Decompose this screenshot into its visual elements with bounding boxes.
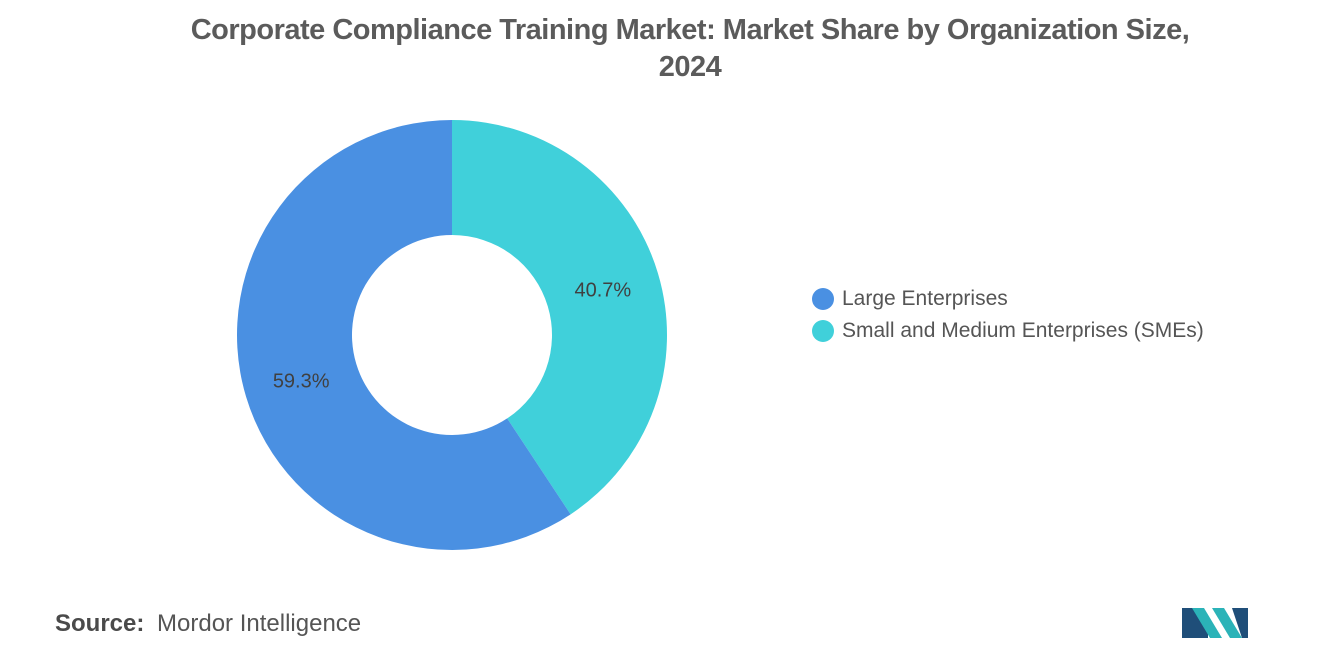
chart-title-line-1: Corporate Compliance Training Market: Ma… (190, 14, 1190, 46)
legend-label-smes: Small and Medium Enterprises (SMEs) (842, 319, 1204, 342)
slice-smes[interactable] (452, 120, 667, 515)
data-label-smes: 40.7% (574, 280, 631, 302)
slice-large-enterprises[interactable] (236, 120, 571, 550)
source-note: Source: Mordor Intelligence (55, 610, 361, 638)
legend-label-large-enterprises: Large Enterprises (842, 287, 1008, 310)
data-label-large-enterprises: 59.3% (273, 370, 330, 392)
chart-title: Corporate Compliance Training Market: Ma… (100, 12, 1280, 86)
legend-swatch-smes (812, 320, 834, 342)
chart-legend: Large Enterprises Small and Medium Enter… (812, 283, 1204, 347)
source-label: Source: (55, 610, 145, 637)
source-text: Mordor Intelligence (157, 610, 362, 637)
chart-title-line-2: 2024 (658, 51, 722, 83)
legend-item-smes[interactable]: Small and Medium Enterprises (SMEs) (812, 315, 1204, 347)
mordor-intelligence-logo-icon (1182, 608, 1248, 638)
legend-swatch-large-enterprises (812, 288, 834, 310)
legend-item-large-enterprises[interactable]: Large Enterprises (812, 283, 1204, 315)
